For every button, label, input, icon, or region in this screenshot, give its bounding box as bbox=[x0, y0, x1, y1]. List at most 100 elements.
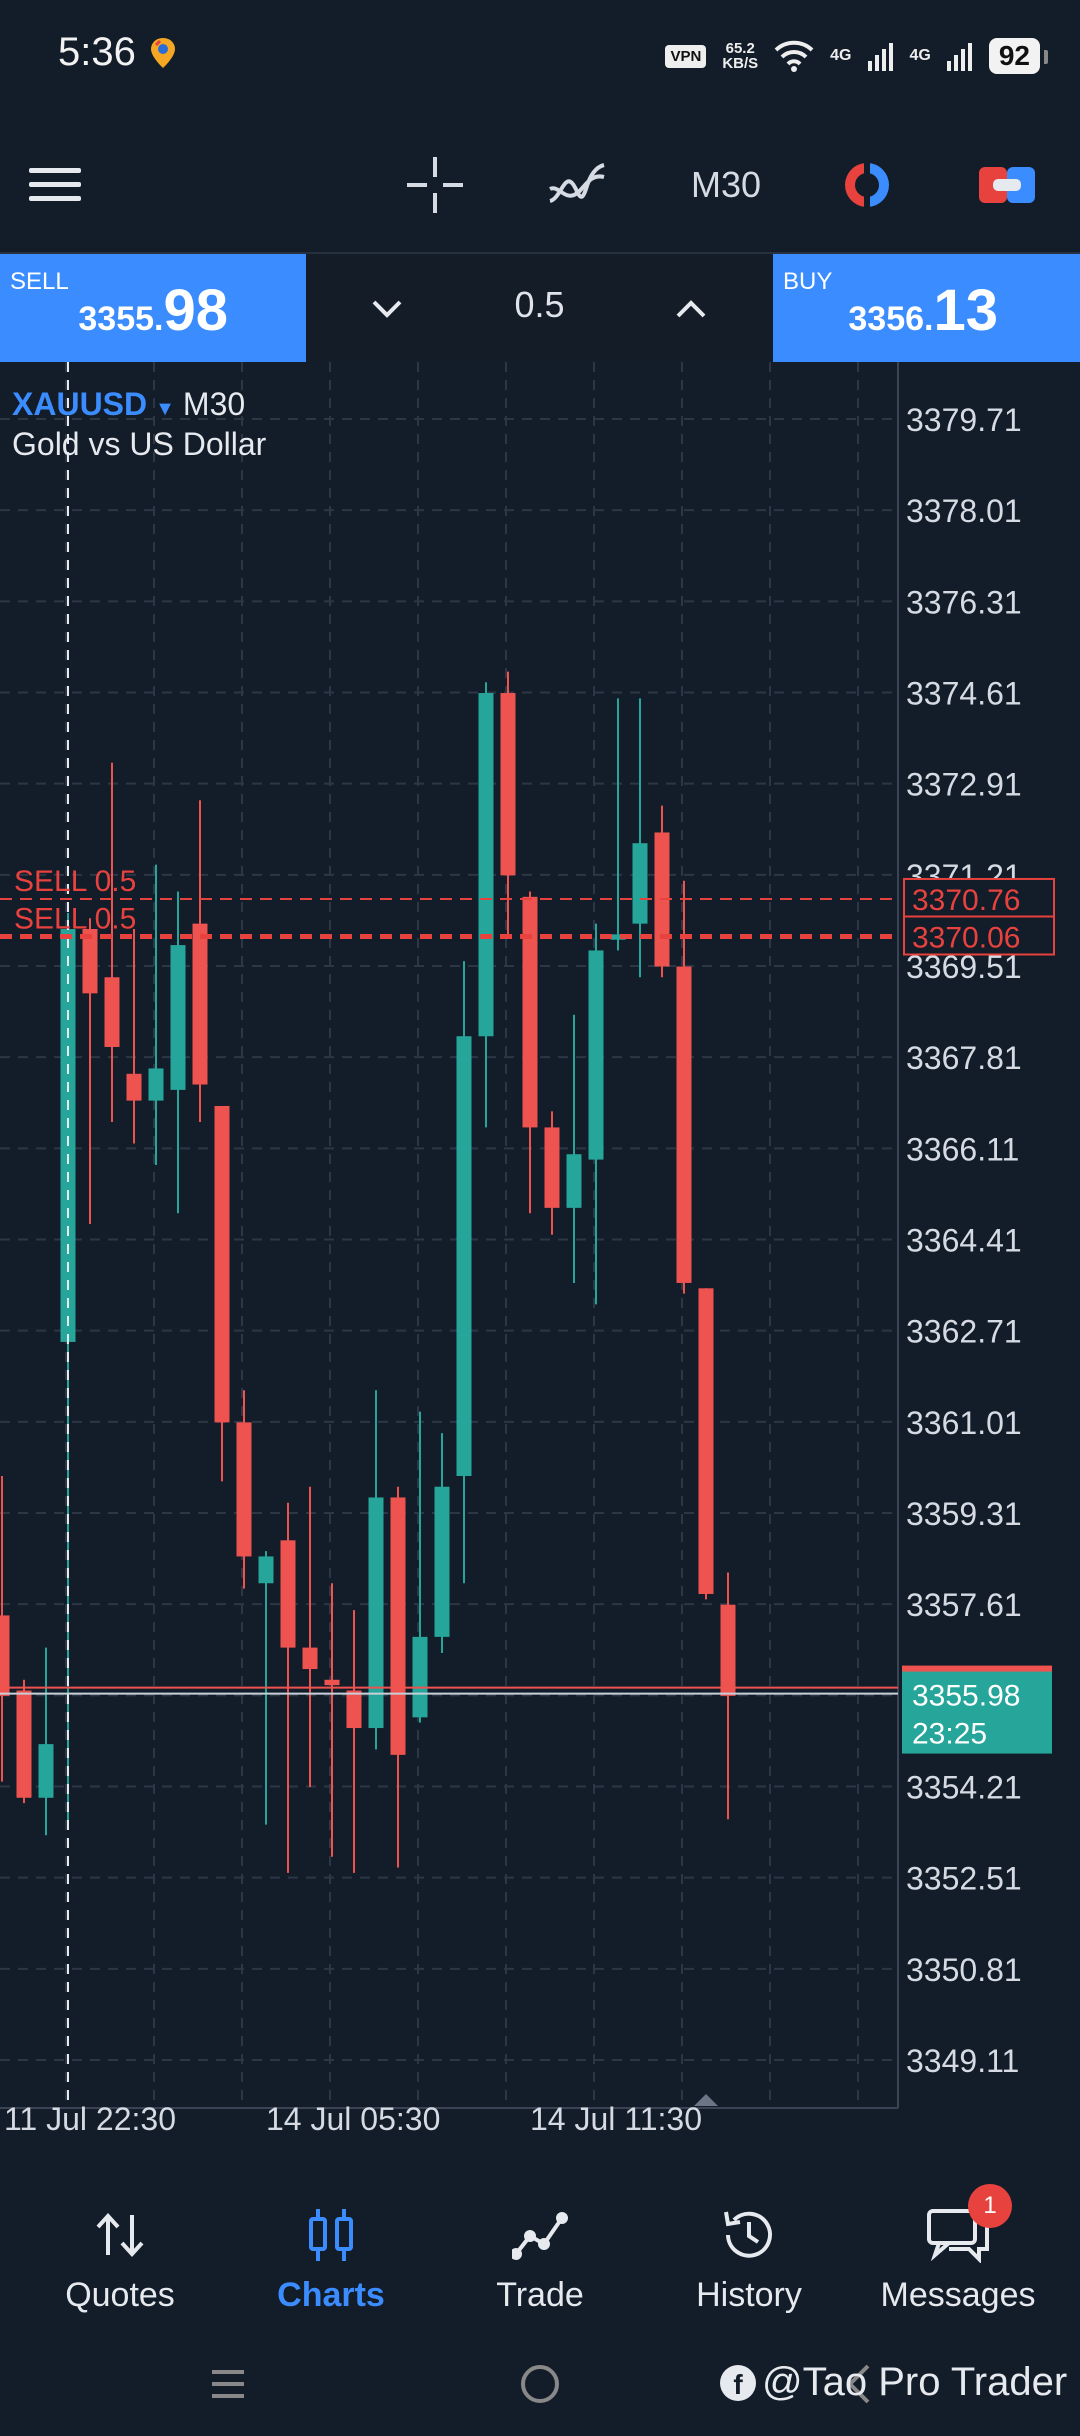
candle-body bbox=[280, 1540, 296, 1648]
signal-icon bbox=[946, 43, 972, 71]
unread-badge: 1 bbox=[968, 2184, 1012, 2228]
candle-body bbox=[60, 928, 76, 1342]
back-icon[interactable] bbox=[840, 2362, 880, 2406]
vpn-badge: VPN bbox=[665, 44, 707, 68]
current-price-tag bbox=[902, 1669, 1052, 1754]
status-icons: VPN 65.2 KB/S 4G 4G 92 bbox=[665, 36, 1049, 76]
y-tick-label: 3350.81 bbox=[906, 1952, 1022, 1988]
nav-history[interactable]: History bbox=[649, 2170, 849, 2330]
candle-body bbox=[214, 1105, 230, 1423]
status-bar: 5:36 VPN 65.2 KB/S 4G 4G 92 bbox=[0, 0, 1080, 110]
y-tick-label: 3359.31 bbox=[906, 1496, 1022, 1532]
buy-price-pips: 13 bbox=[933, 278, 998, 343]
scroll-end-marker bbox=[694, 2094, 718, 2106]
one-click-trade-panel: SELL 3355. 98 0.5 BUY 3356. 13 bbox=[0, 252, 1080, 364]
buy-label: BUY bbox=[783, 268, 833, 295]
network-type-2: 4G bbox=[909, 47, 931, 64]
nav-trade[interactable]: Trade bbox=[440, 2170, 640, 2330]
messages-icon: 1 bbox=[918, 2184, 1012, 2270]
speed-value: 65.2 bbox=[725, 40, 755, 57]
nav-quotes[interactable]: Quotes bbox=[20, 2170, 220, 2330]
volume-value[interactable]: 0.5 bbox=[514, 284, 565, 325]
candle-body bbox=[522, 896, 538, 1128]
candle-body bbox=[126, 1073, 142, 1101]
candle-body bbox=[610, 934, 626, 940]
signal-icon bbox=[867, 43, 893, 71]
home-icon[interactable] bbox=[518, 2362, 562, 2406]
y-tick-label: 3378.01 bbox=[906, 493, 1022, 529]
nav-messages[interactable]: 1 Messages bbox=[858, 2170, 1058, 2330]
wifi-icon bbox=[774, 40, 814, 72]
volume-control: 0.5 bbox=[306, 254, 773, 364]
timeframe-button[interactable]: M30 bbox=[690, 164, 762, 205]
candlestick-chart[interactable]: 3379.713378.013376.313374.613372.913371.… bbox=[0, 362, 1080, 2132]
candle-body bbox=[346, 1690, 362, 1729]
order-price-tag bbox=[903, 877, 1055, 918]
system-navigation-bar: f @Tao Pro Trader bbox=[0, 2330, 1080, 2436]
symbol-code[interactable]: XAUUSD bbox=[12, 386, 148, 422]
candle-body bbox=[720, 1604, 736, 1696]
candle-body bbox=[434, 1486, 450, 1637]
sell-price: 3355. 98 bbox=[78, 277, 228, 344]
buy-button[interactable]: BUY 3356. 13 bbox=[773, 254, 1080, 364]
one-click-trading-icon[interactable] bbox=[972, 150, 1042, 220]
candle-body bbox=[148, 1068, 164, 1101]
candle-body bbox=[170, 945, 186, 1090]
countdown-label: 23:25 bbox=[912, 1718, 987, 1751]
nav-label: Trade bbox=[496, 2276, 584, 2314]
y-tick-label: 3379.71 bbox=[906, 402, 1022, 438]
quotes-icon bbox=[80, 2200, 160, 2270]
y-tick-label: 3366.11 bbox=[906, 1131, 1019, 1167]
clock: 5:36 bbox=[58, 30, 136, 74]
y-tick-label: 3372.91 bbox=[906, 767, 1022, 803]
bottom-navigation: Quotes Charts Trade Histor bbox=[0, 2170, 1080, 2330]
candle-body bbox=[368, 1497, 384, 1729]
sell-price-main: 3355. bbox=[78, 300, 164, 338]
recent-apps-icon[interactable] bbox=[208, 2364, 248, 2404]
watermark-text: @Tao Pro Trader bbox=[762, 2360, 1068, 2404]
candle-body bbox=[412, 1636, 428, 1718]
chart-type-icon[interactable] bbox=[832, 150, 902, 220]
y-tick-label: 3376.31 bbox=[906, 584, 1022, 620]
candle-body bbox=[324, 1679, 340, 1686]
caret-down-icon[interactable]: ▼ bbox=[155, 398, 175, 420]
nav-charts[interactable]: Charts bbox=[231, 2170, 431, 2330]
candle-body bbox=[544, 1127, 560, 1208]
nav-label: History bbox=[696, 2276, 802, 2314]
order-label: SELL 0.5 bbox=[14, 903, 136, 936]
network-type-1: 4G bbox=[830, 47, 852, 64]
order-price-label: 3370.06 bbox=[912, 922, 1020, 955]
indicators-icon[interactable] bbox=[542, 150, 612, 220]
chart-toolbar: M30 bbox=[0, 120, 1080, 250]
x-tick-label: 14 Jul 11:30 bbox=[530, 2101, 702, 2132]
candle-body bbox=[676, 966, 692, 1283]
x-tick-label: 14 Jul 05:30 bbox=[266, 2101, 440, 2132]
candle-body bbox=[82, 928, 98, 994]
symbol-timeframe: M30 bbox=[182, 386, 246, 422]
chevron-down-icon[interactable] bbox=[362, 284, 412, 334]
price-chart[interactable]: 3379.71 3378.01 3376.31 3374.61 3372.91 3371.… bbox=[0, 362, 1080, 2132]
y-tick-label: 3374.61 bbox=[906, 676, 1022, 712]
y-tick-label: 3357.61 bbox=[906, 1587, 1022, 1623]
candle-body bbox=[500, 693, 516, 876]
crosshair-icon[interactable] bbox=[400, 150, 470, 220]
chevron-up-icon[interactable] bbox=[666, 284, 716, 334]
candle-body bbox=[16, 1690, 32, 1798]
order-price-tag bbox=[903, 915, 1055, 956]
candle-body bbox=[698, 1288, 714, 1594]
candle-body bbox=[632, 843, 648, 924]
history-icon bbox=[709, 2200, 789, 2270]
sell-price-pips: 98 bbox=[163, 278, 228, 343]
candle-body bbox=[104, 977, 120, 1047]
candle-body bbox=[236, 1422, 252, 1557]
sell-button[interactable]: SELL 3355. 98 bbox=[0, 254, 306, 364]
candle-body bbox=[456, 1036, 472, 1476]
order-price-label: 3370.76 bbox=[912, 884, 1020, 917]
menu-icon[interactable] bbox=[24, 150, 86, 220]
candle-body bbox=[258, 1556, 274, 1584]
symbol-header[interactable]: XAUUSD ▼ M30 bbox=[12, 386, 245, 423]
ask-price-marker bbox=[902, 1665, 1052, 1672]
candle-body bbox=[302, 1647, 318, 1670]
nav-label: Quotes bbox=[65, 2276, 175, 2314]
candle-body bbox=[588, 950, 604, 1160]
